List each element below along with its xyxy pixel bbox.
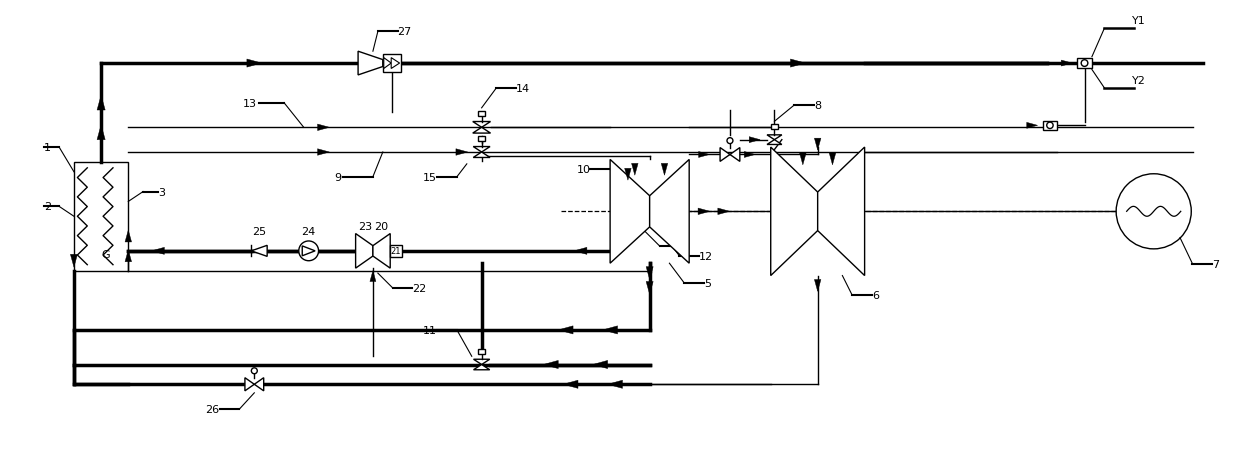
Polygon shape: [303, 247, 315, 256]
Polygon shape: [749, 138, 760, 143]
Polygon shape: [698, 152, 709, 158]
Text: Y2: Y2: [1132, 76, 1146, 86]
Polygon shape: [574, 248, 587, 255]
Polygon shape: [97, 96, 105, 111]
Polygon shape: [817, 148, 864, 276]
Polygon shape: [720, 148, 730, 162]
Polygon shape: [646, 282, 653, 295]
Text: 23: 23: [358, 221, 372, 231]
Polygon shape: [1027, 123, 1038, 129]
Polygon shape: [373, 234, 391, 268]
Polygon shape: [252, 246, 267, 257]
Polygon shape: [650, 160, 689, 264]
Circle shape: [727, 139, 733, 144]
Polygon shape: [744, 152, 755, 158]
Polygon shape: [608, 380, 622, 388]
Bar: [479, 137, 485, 142]
Polygon shape: [356, 234, 373, 268]
Bar: [1078, 59, 1092, 69]
Polygon shape: [610, 160, 650, 264]
Polygon shape: [830, 154, 836, 166]
Polygon shape: [474, 365, 490, 370]
Circle shape: [1047, 123, 1053, 129]
Polygon shape: [151, 248, 165, 255]
Text: 22: 22: [413, 283, 427, 293]
Text: 11: 11: [423, 325, 438, 335]
Text: 27: 27: [398, 28, 412, 37]
Polygon shape: [558, 326, 573, 334]
Polygon shape: [768, 136, 782, 140]
Polygon shape: [661, 164, 667, 176]
Polygon shape: [474, 147, 490, 153]
Text: 24: 24: [301, 227, 316, 237]
Circle shape: [299, 241, 319, 261]
Polygon shape: [456, 149, 467, 156]
Text: Y1: Y1: [1132, 17, 1146, 27]
Polygon shape: [800, 154, 806, 166]
Bar: [383, 55, 401, 73]
Circle shape: [252, 368, 257, 374]
Polygon shape: [97, 126, 105, 140]
Polygon shape: [790, 60, 805, 68]
Polygon shape: [698, 208, 711, 215]
Polygon shape: [625, 169, 631, 181]
Bar: [771, 125, 777, 130]
Polygon shape: [474, 359, 490, 365]
Polygon shape: [370, 271, 376, 282]
Polygon shape: [71, 255, 77, 268]
Circle shape: [1081, 60, 1087, 67]
Text: 20: 20: [373, 221, 388, 231]
Polygon shape: [384, 59, 391, 69]
Polygon shape: [631, 164, 639, 176]
Polygon shape: [1061, 61, 1073, 67]
Text: 9: 9: [334, 172, 341, 182]
Text: 7: 7: [1213, 259, 1219, 269]
Text: 1: 1: [45, 143, 51, 153]
Text: 8: 8: [813, 101, 821, 111]
Polygon shape: [718, 208, 729, 215]
Circle shape: [1116, 174, 1192, 249]
Text: 15: 15: [423, 172, 438, 182]
Text: 4: 4: [680, 241, 687, 251]
Polygon shape: [472, 122, 491, 128]
Polygon shape: [125, 230, 131, 242]
Bar: [479, 349, 485, 354]
Bar: [74, 162, 128, 271]
Text: 6: 6: [872, 291, 879, 301]
Polygon shape: [646, 267, 653, 280]
Bar: [391, 246, 402, 257]
Polygon shape: [125, 250, 131, 262]
Text: 3: 3: [157, 187, 165, 197]
Polygon shape: [246, 378, 254, 391]
Polygon shape: [317, 125, 330, 131]
Polygon shape: [563, 380, 578, 388]
Text: 25: 25: [252, 227, 267, 237]
Polygon shape: [254, 378, 264, 391]
Bar: [1043, 121, 1056, 131]
Polygon shape: [474, 153, 490, 158]
Text: 10: 10: [577, 165, 590, 175]
Polygon shape: [472, 128, 491, 134]
Polygon shape: [391, 59, 399, 69]
Polygon shape: [771, 148, 817, 276]
Text: 13: 13: [243, 99, 257, 109]
Polygon shape: [317, 149, 330, 156]
Polygon shape: [593, 361, 608, 369]
Polygon shape: [543, 361, 558, 369]
Polygon shape: [768, 140, 782, 145]
Polygon shape: [247, 60, 262, 68]
Text: G: G: [102, 249, 110, 259]
Text: 2: 2: [45, 202, 51, 212]
Text: 14: 14: [516, 84, 531, 94]
Polygon shape: [358, 52, 383, 76]
Polygon shape: [815, 280, 821, 292]
Text: 26: 26: [206, 404, 219, 414]
Polygon shape: [815, 139, 821, 151]
Bar: [479, 112, 485, 117]
Polygon shape: [603, 326, 618, 334]
Text: 5: 5: [704, 278, 711, 288]
Text: 21: 21: [391, 247, 402, 256]
Polygon shape: [730, 148, 740, 162]
Text: 12: 12: [699, 251, 713, 261]
